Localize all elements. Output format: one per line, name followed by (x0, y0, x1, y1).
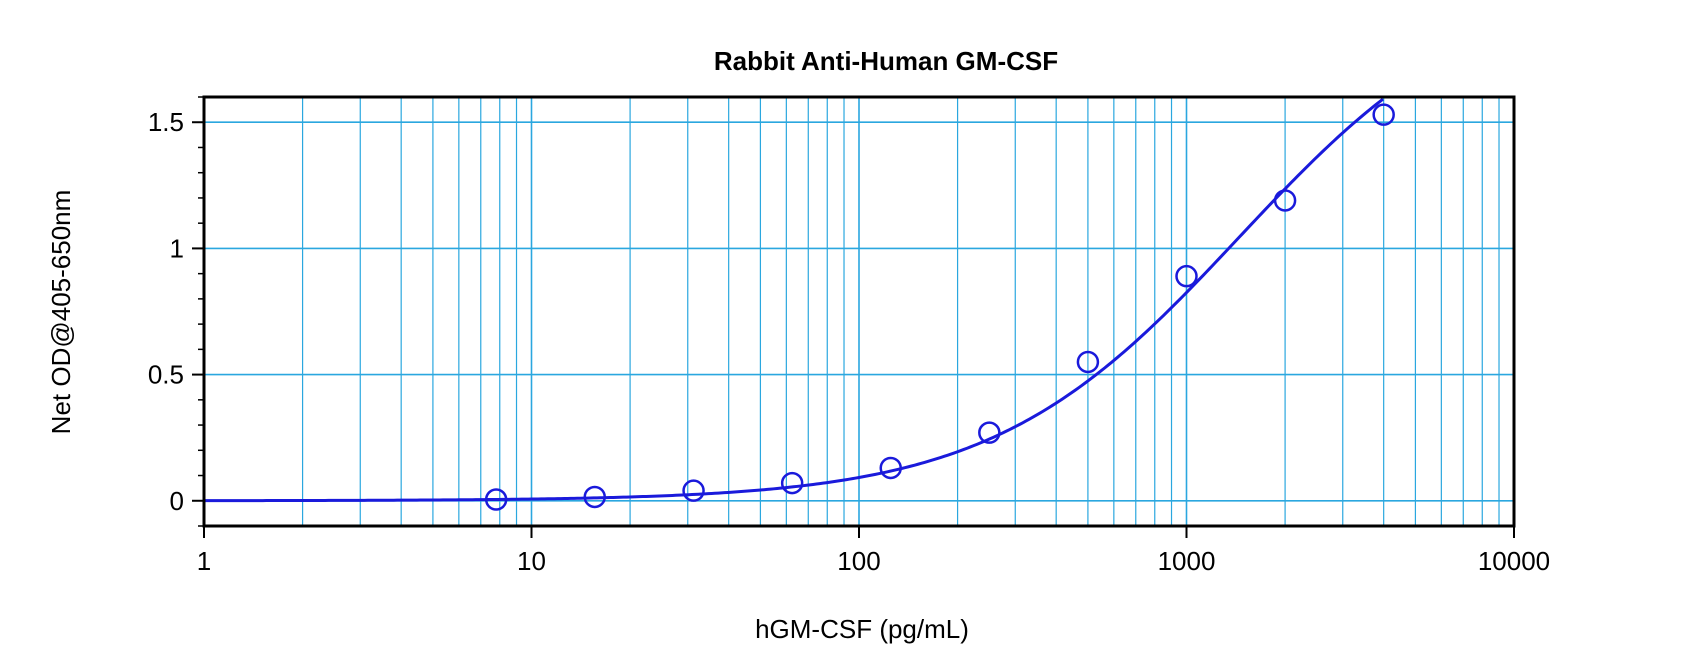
data-point (978, 421, 1001, 444)
data-point (780, 471, 804, 495)
y-tick-label: 1.5 (148, 107, 184, 137)
y-axis-ticks: 0 0.5 1 1.5 (148, 107, 204, 516)
data-point (484, 488, 508, 511)
data-points (484, 103, 1395, 511)
x-tick-label: 1 (197, 546, 211, 576)
fit-curve (204, 97, 1384, 503)
data-point (1175, 264, 1198, 288)
y-tick-label: 0 (170, 486, 184, 516)
x-tick-label: 1000 (1158, 546, 1216, 576)
y-tick-label: 1 (170, 233, 184, 263)
data-point (682, 479, 705, 502)
data-point (1076, 350, 1100, 374)
x-tick-label: 10 (517, 546, 546, 576)
data-point (1273, 189, 1297, 212)
x-tick-label: 100 (837, 546, 880, 576)
grid (204, 97, 1514, 526)
data-point (879, 456, 902, 480)
x-axis-label: hGM-CSF (pg/mL) (755, 614, 969, 644)
y-tick-label: 0.5 (148, 360, 184, 390)
chart-title: Rabbit Anti-Human GM-CSF (714, 46, 1058, 76)
x-tick-label: 10000 (1478, 546, 1550, 576)
fit-curve-layer (204, 97, 1384, 503)
data-point (583, 485, 606, 509)
data-point (1372, 103, 1395, 126)
x-axis-ticks: 1 10 100 1000 10000 (197, 526, 1550, 576)
y-axis-label: Net OD@405-650nm (46, 190, 76, 435)
